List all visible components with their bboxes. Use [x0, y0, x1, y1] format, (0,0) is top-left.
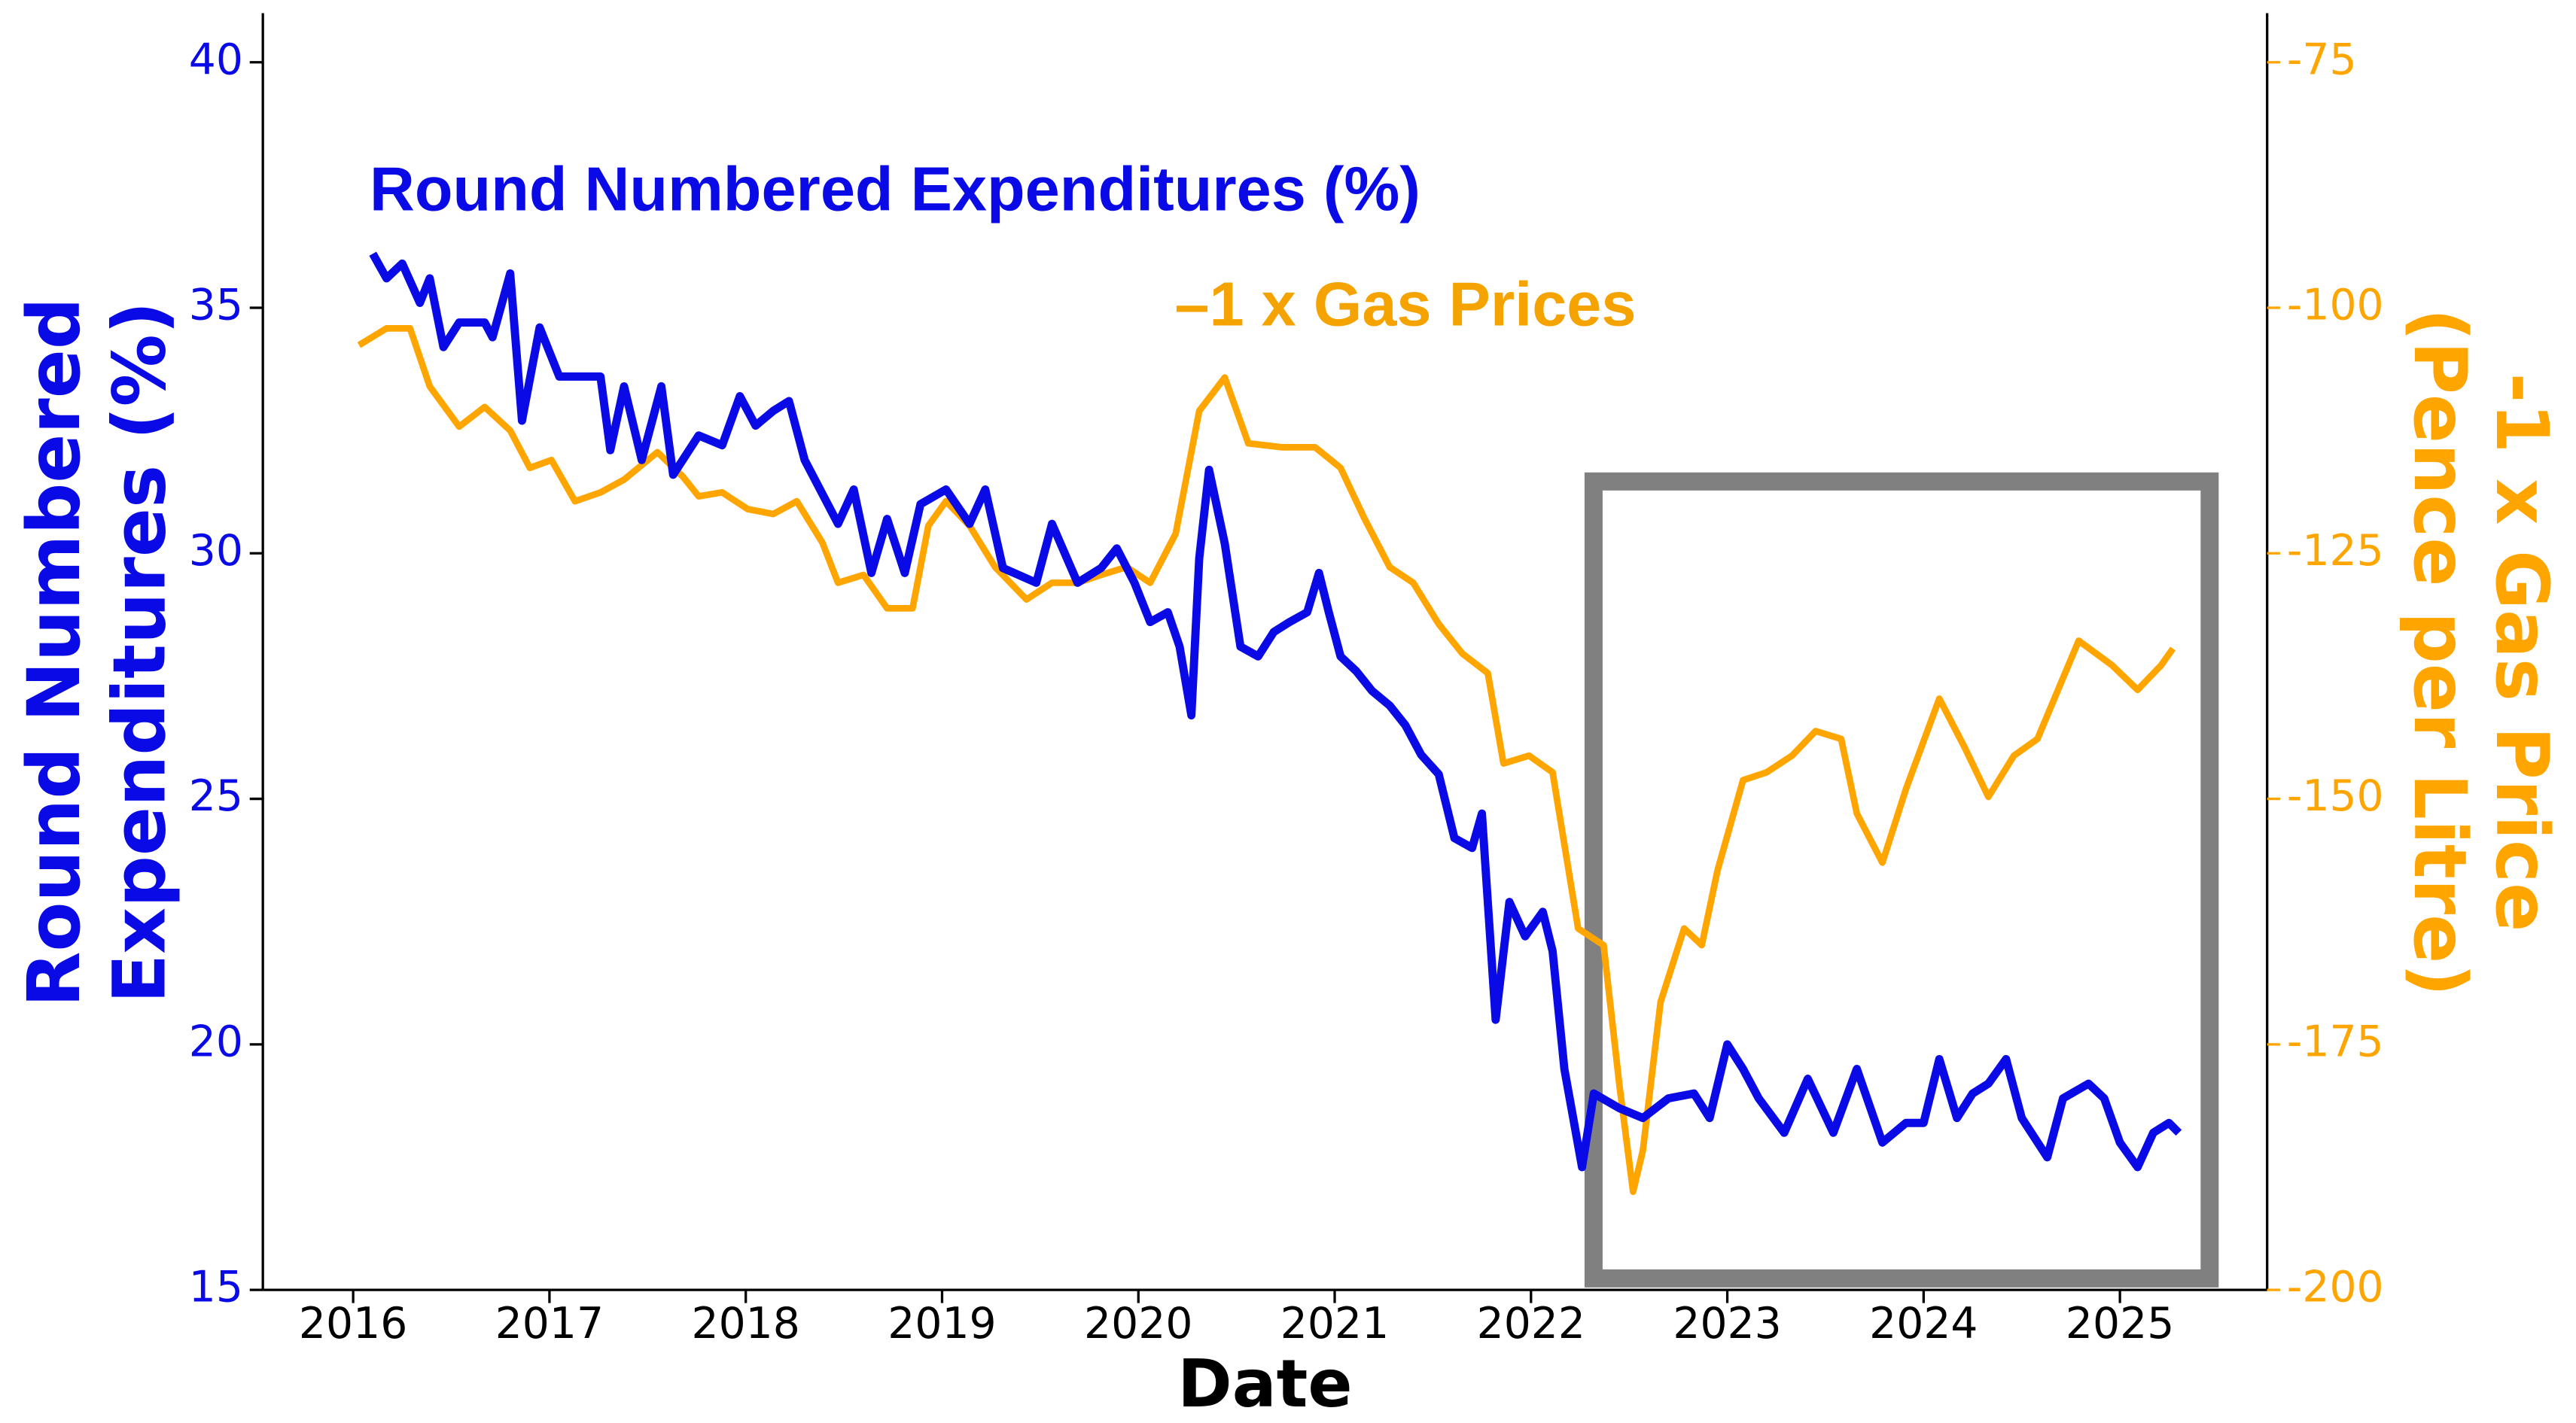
- x-tick-label: 2023: [1673, 1299, 1781, 1349]
- x-tick-label: 2024: [1869, 1299, 1978, 1349]
- y2-tick-label: -125: [2287, 526, 2384, 576]
- y2-axis-label: -1 x Gas Price: [2480, 373, 2564, 932]
- y2-axis-label: (Pence per Litre): [2398, 309, 2482, 997]
- x-tick-label: 2020: [1084, 1299, 1192, 1349]
- y-tick-label: 20: [189, 1017, 243, 1066]
- y-tick-label: 35: [189, 281, 243, 330]
- data-line: [357, 325, 2176, 1195]
- y2-tick-label: -75: [2287, 35, 2357, 84]
- x-tick-label: 2021: [1280, 1299, 1389, 1349]
- data-line: [369, 251, 2182, 1172]
- x-tick-label: 2022: [1477, 1299, 1585, 1349]
- x-tick-label: 2019: [888, 1299, 996, 1349]
- annotation: Round Numbered Expenditures (%): [370, 154, 1420, 224]
- x-tick-label: 2018: [691, 1299, 799, 1349]
- y-axis-label: Round Numbered: [12, 297, 96, 1007]
- y2-tick-label: -150: [2287, 771, 2384, 821]
- x-tick-label: 2017: [495, 1299, 604, 1349]
- y2-tick-label: -200: [2287, 1263, 2384, 1312]
- y2-tick-label: -175: [2287, 1017, 2384, 1066]
- annotation: –1 x Gas Prices: [1174, 269, 1636, 339]
- y-axis-label: Expenditures (%): [97, 301, 181, 1003]
- x-tick-label: 2016: [299, 1299, 407, 1349]
- y-tick-label: 25: [189, 771, 243, 821]
- y2-tick-label: -100: [2287, 281, 2384, 330]
- x-tick-label: 2025: [2066, 1299, 2174, 1349]
- y-tick-label: 15: [189, 1263, 243, 1312]
- highlight-box: [1584, 472, 2219, 1288]
- y-tick-label: 30: [189, 526, 243, 576]
- x-axis-label: Date: [1177, 1345, 1352, 1422]
- y-tick-label: 40: [189, 35, 243, 84]
